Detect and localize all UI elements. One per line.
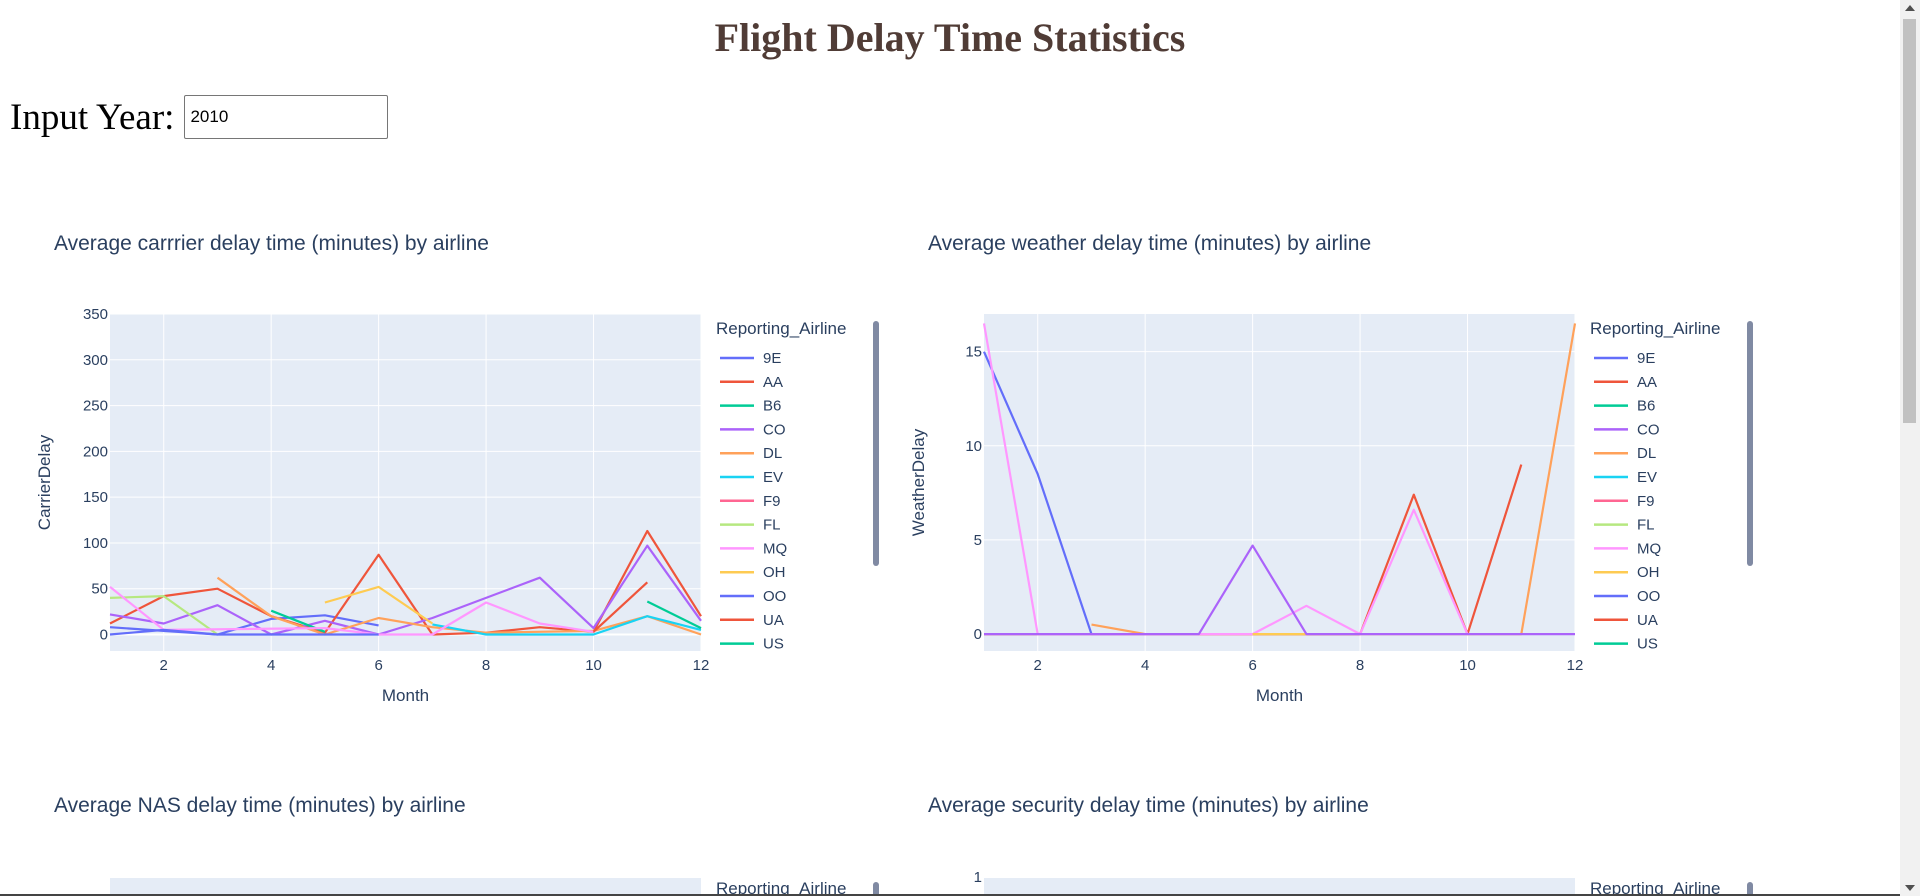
weather-legend-item-ev: EV <box>1637 469 1657 486</box>
carrier-y-tick-label: 0 <box>100 627 108 644</box>
weather-legend-item-co: CO <box>1637 421 1660 438</box>
weather-legend-item-ua: UA <box>1637 612 1658 629</box>
carrier-series-us <box>646 600 702 630</box>
weather-legend-item-mq: MQ <box>1637 540 1661 557</box>
bottom-border <box>0 894 1900 896</box>
security-legend-scrollbar <box>1747 882 1753 894</box>
carrier-series-oo <box>109 628 379 636</box>
weather-series-co <box>984 544 1575 636</box>
weather-y-axis-label: WeatherDelay <box>909 428 928 536</box>
page-title: Flight Delay Time Statistics <box>714 15 1186 60</box>
weather-legend-scrollbar <box>1747 321 1753 566</box>
carrier-x-tick-label: 2 <box>160 657 168 674</box>
weather-legend-item-f9: F9 <box>1637 493 1655 510</box>
scroll-down-arrow-icon[interactable] <box>1905 885 1915 891</box>
security-legend-title: Reporting_Airline <box>1590 879 1720 894</box>
weather-legend-item-aa: AA <box>1637 374 1657 391</box>
weather-x-tick-label: 12 <box>1567 657 1584 674</box>
weather-legend-item-oh: OH <box>1637 564 1660 581</box>
scrollbar-thumb[interactable] <box>1903 19 1916 423</box>
carrier-delay-chart-title: Average carrrier delay time (minutes) by… <box>54 232 489 255</box>
carrier-x-tick-label: 8 <box>482 657 490 674</box>
weather-legend-item-fl: FL <box>1637 517 1655 534</box>
carrier-series-ev <box>432 615 702 636</box>
weather-x-tick-label: 4 <box>1141 657 1149 674</box>
carrier-series-fl <box>109 595 219 636</box>
security-y-tick-label: 1 <box>974 869 982 886</box>
nas-delay-chart[interactable]: Reporting_Airline <box>0 868 930 894</box>
carrier-legend-item-9e: 9E <box>763 350 781 367</box>
weather-x-tick-label: 8 <box>1356 657 1364 674</box>
weather-series-group <box>982 323 1577 636</box>
scroll-up-arrow-icon[interactable] <box>1905 5 1915 11</box>
carrier-series-dl <box>216 576 702 636</box>
carrier-y-tick-label: 100 <box>83 535 108 552</box>
carrier-y-tick-label: 50 <box>91 581 108 598</box>
weather-delay-chart[interactable]: 2 4 6 8 10 12 0 5 10 15 Month WeatherDelay Reporting… <box>874 290 1804 720</box>
carrier-legend-title: Reporting_Airline <box>716 319 846 338</box>
carrier-x-tick-label: 10 <box>585 657 602 674</box>
carrier-legend-scrollbar <box>873 321 879 566</box>
carrier-legend-item-dl: DL <box>763 445 782 462</box>
carrier-y-tick-label: 150 <box>83 489 108 506</box>
year-input-row: Input Year: <box>10 90 389 144</box>
page-scrollbar[interactable] <box>1900 0 1920 896</box>
carrier-series-mq <box>109 586 594 636</box>
nas-plot-area <box>110 878 701 894</box>
carrier-y-axis-label: CarrierDelay <box>35 434 54 530</box>
carrier-legend-item-aa: AA <box>763 374 783 391</box>
security-plot-area <box>984 878 1575 894</box>
weather-legend-item-b6: B6 <box>1637 398 1655 415</box>
carrier-legend-item-fl: FL <box>763 517 781 534</box>
nas-delay-chart-title: Average NAS delay time (minutes) by airl… <box>54 794 466 817</box>
weather-legend-item-us: US <box>1637 636 1658 653</box>
weather-y-tick-label: 0 <box>974 626 982 643</box>
nas-legend-title: Reporting_Airline <box>716 879 846 894</box>
carrier-delay-chart[interactable]: 2 4 6 8 10 12 0 50 100 150 200 250 300 350 Month Carrie… <box>0 290 930 720</box>
weather-x-axis-label: Month <box>1256 686 1303 705</box>
carrier-series-ua <box>592 581 649 633</box>
carrier-y-tick-label: 200 <box>83 443 108 460</box>
carrier-legend-item-mq: MQ <box>763 540 787 557</box>
carrier-series-group <box>109 529 702 636</box>
security-delay-chart[interactable]: Reporting_Airline 1 <box>874 868 1804 894</box>
carrier-legend-item-co: CO <box>763 421 786 438</box>
weather-legend-item-dl: DL <box>1637 445 1656 462</box>
year-label: Input Year: <box>10 96 175 138</box>
carrier-x-tick-label: 12 <box>693 657 710 674</box>
carrier-series-oh <box>324 585 434 625</box>
carrier-legend-item-b6: B6 <box>763 398 781 415</box>
carrier-legend-item-ua: UA <box>763 612 784 629</box>
carrier-y-tick-label: 250 <box>83 398 108 415</box>
carrier-legend-item-oo: OO <box>763 588 786 605</box>
carrier-x-axis-label: Month <box>382 686 429 705</box>
carrier-legend-item-ev: EV <box>763 469 783 486</box>
weather-y-tick-label: 5 <box>974 532 982 549</box>
carrier-legend-item-oh: OH <box>763 564 786 581</box>
weather-plot-area <box>984 314 1575 651</box>
weather-x-tick-label: 2 <box>1034 657 1042 674</box>
carrier-x-tick-label: 4 <box>267 657 275 674</box>
carrier-y-tick-label: 300 <box>83 352 108 369</box>
weather-y-tick-label: 15 <box>965 344 982 361</box>
carrier-legend-item-f9: F9 <box>763 493 781 510</box>
weather-x-tick-label: 10 <box>1459 657 1476 674</box>
security-delay-chart-title: Average security delay time (minutes) by… <box>928 794 1369 817</box>
carrier-x-tick-label: 6 <box>374 657 382 674</box>
weather-legend-item-9e: 9E <box>1637 350 1655 367</box>
carrier-y-tick-label: 350 <box>83 306 108 323</box>
carrier-legend-item-us: US <box>763 636 784 653</box>
weather-legend-title: Reporting_Airline <box>1590 319 1720 338</box>
weather-legend-item-oo: OO <box>1637 588 1660 605</box>
weather-y-tick-label: 10 <box>965 438 982 455</box>
weather-x-tick-label: 6 <box>1248 657 1256 674</box>
year-input[interactable] <box>184 95 389 139</box>
weather-delay-chart-title: Average weather delay time (minutes) by … <box>928 232 1372 255</box>
nas-legend-scrollbar <box>873 882 879 894</box>
